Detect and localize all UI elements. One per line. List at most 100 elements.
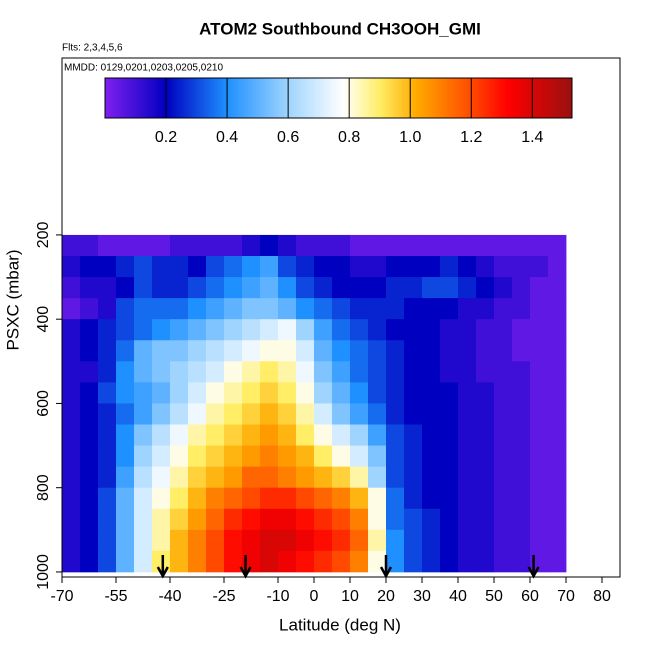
heat-cell: [278, 277, 297, 299]
heat-cell: [116, 445, 135, 468]
heat-cell: [458, 234, 477, 257]
heat-cell: [242, 361, 261, 383]
heat-cell: [98, 466, 117, 489]
colorbar-slice: [128, 78, 132, 118]
colorbar-slice: [478, 78, 482, 118]
heat-cell: [332, 382, 351, 404]
heat-cell: [134, 445, 153, 468]
colorbar-slice: [182, 78, 185, 118]
heat-cell: [224, 487, 243, 510]
heat-cell: [62, 508, 81, 531]
heat-cell: [152, 466, 171, 489]
heat-cell: [80, 424, 99, 446]
colorbar-slice: [296, 78, 300, 118]
colorbar-slice: [469, 78, 473, 118]
heat-cell: [188, 508, 207, 531]
heat-cell: [404, 550, 423, 573]
heat-cell: [152, 529, 171, 552]
colorbar-slice: [249, 78, 253, 118]
heat-cell: [548, 445, 567, 468]
heat-cell: [134, 382, 153, 404]
colorbar-slice: [413, 78, 417, 118]
heat-cell: [242, 466, 261, 489]
heat-cell: [386, 298, 405, 320]
heat-cell: [206, 277, 225, 299]
colorbar-slice: [156, 78, 160, 118]
heat-cell: [458, 361, 477, 383]
colorbar-slice: [501, 78, 505, 118]
heat-cell: [116, 361, 135, 383]
heat-cell: [422, 466, 441, 489]
colorbar-slice: [214, 78, 218, 118]
heat-cell: [350, 529, 369, 552]
colorbar-slice: [518, 78, 522, 118]
heat-cell: [368, 529, 387, 552]
heat-cell: [98, 487, 117, 510]
heat-cell: [170, 466, 189, 489]
heat-cell: [134, 403, 153, 425]
heat-cell: [80, 277, 99, 299]
colorbar-slice: [196, 78, 199, 118]
heat-cell: [242, 382, 261, 404]
heat-cell: [80, 529, 99, 552]
heat-cell: [404, 508, 423, 531]
heat-cell: [188, 466, 207, 489]
heat-cell: [296, 255, 315, 278]
heat-cell: [458, 382, 477, 404]
colorbar-slice: [361, 78, 365, 118]
heat-cell: [368, 361, 387, 383]
heat-cell: [152, 298, 171, 320]
heat-cell: [512, 550, 531, 573]
heat-cell: [152, 403, 171, 425]
colorbar-tick-label: 0.6: [277, 129, 299, 146]
colorbar-slice: [427, 78, 431, 118]
colorbar-slice: [226, 78, 230, 118]
colorbar-slice: [280, 78, 283, 118]
colorbar-slice: [123, 78, 127, 118]
heat-cell: [188, 403, 207, 425]
heat-cell: [314, 340, 333, 362]
heat-cell: [134, 466, 153, 489]
heat-cell: [98, 424, 117, 446]
heat-cell: [404, 445, 423, 468]
heat-cell: [116, 255, 135, 278]
heat-cell: [368, 234, 387, 257]
heat-cell: [188, 319, 207, 341]
heat-cell: [440, 508, 459, 531]
heat-cell: [278, 319, 297, 341]
colorbar-slice: [149, 78, 153, 118]
heat-cell: [80, 382, 99, 404]
heat-cell: [260, 424, 279, 446]
colorbar-slice: [329, 78, 332, 118]
heat-cell: [296, 361, 315, 383]
colorbar-slice: [436, 78, 440, 118]
colorbar-slice: [331, 78, 335, 118]
heat-cell: [188, 298, 207, 320]
arrow: [379, 555, 393, 579]
heat-cell: [494, 466, 513, 489]
heat-cell: [134, 508, 153, 531]
heat-cell: [98, 298, 117, 320]
heat-cell: [458, 487, 477, 510]
colorbar-slice: [371, 78, 375, 118]
colorbar-tick-label: 0.2: [155, 129, 177, 146]
heat-cell: [170, 319, 189, 341]
heat-cell: [512, 424, 531, 446]
colorbar-slice: [392, 78, 396, 118]
heat-cell: [458, 508, 477, 531]
colorbar-slice: [315, 78, 318, 118]
colorbar-slice: [273, 78, 276, 118]
heat-cell: [80, 255, 99, 278]
colorbar-slice: [261, 78, 265, 118]
heat-cell: [386, 445, 405, 468]
heat-cell: [368, 298, 387, 320]
heat-cell: [314, 319, 333, 341]
heat-cell: [98, 445, 117, 468]
heat-cell: [278, 382, 297, 404]
colorbar-slice: [107, 78, 111, 118]
heat-cell: [170, 234, 189, 257]
heat-cell: [512, 466, 531, 489]
heat-cell: [530, 340, 549, 362]
colorbar-slice: [224, 78, 227, 118]
heat-cell: [278, 234, 297, 257]
